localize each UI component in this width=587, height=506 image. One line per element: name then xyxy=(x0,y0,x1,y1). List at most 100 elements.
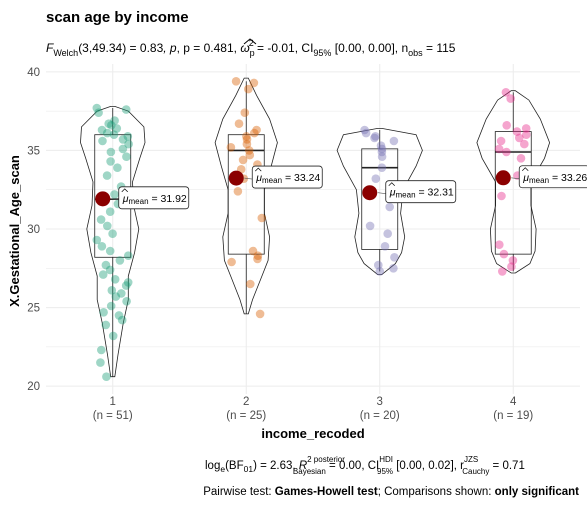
data-point xyxy=(113,163,122,172)
grid xyxy=(46,64,580,394)
data-point xyxy=(107,286,117,295)
data-point xyxy=(377,147,387,157)
data-point xyxy=(498,267,507,276)
x-tick-label: 1 xyxy=(110,396,116,408)
data-point xyxy=(92,235,102,245)
data-point xyxy=(122,152,131,161)
data-point xyxy=(121,105,131,114)
data-point xyxy=(377,163,387,172)
data-point xyxy=(97,345,106,355)
mean-label-leader xyxy=(110,198,119,201)
data-point xyxy=(253,251,263,260)
mean-markers: μmean = 31.92 μmean = 33.24 μmean = 32.31 μ… xyxy=(95,165,587,210)
violin xyxy=(476,90,551,274)
mean-label-box xyxy=(385,180,457,204)
x-tick-count: (n = 51) xyxy=(93,410,133,422)
mean-label-hat xyxy=(255,167,262,172)
chart-subtitle: FWelch(3,49.34) = 0.83, p, p = 0.481, ωp… xyxy=(46,38,456,58)
data-point xyxy=(520,139,529,149)
data-point xyxy=(112,124,122,133)
data-point xyxy=(501,88,511,97)
data-point xyxy=(117,315,127,325)
data-point xyxy=(383,229,393,238)
data-point xyxy=(114,311,124,320)
data-point xyxy=(110,275,120,284)
pairwise-caption: Pairwise test: Games-Howell test; Compar… xyxy=(203,486,579,498)
data-point xyxy=(497,191,506,201)
data-point xyxy=(92,103,102,113)
data-point xyxy=(227,257,236,267)
data-point xyxy=(123,132,133,141)
data-point xyxy=(106,147,116,157)
y-tick-label: 20 xyxy=(27,381,40,393)
data-point xyxy=(507,262,516,272)
data-point xyxy=(97,242,107,251)
mean-label: μmean = 33.26 xyxy=(522,172,587,185)
data-point xyxy=(240,108,250,117)
data-point xyxy=(105,265,115,275)
data-point xyxy=(522,130,531,139)
data-points xyxy=(92,77,531,382)
data-point xyxy=(96,215,106,224)
y-tick-label: 25 xyxy=(27,303,40,315)
data-point xyxy=(494,144,504,154)
data-point xyxy=(105,207,115,216)
data-point xyxy=(98,270,108,279)
data-point xyxy=(106,301,116,311)
data-point xyxy=(365,221,375,231)
data-point xyxy=(253,254,262,264)
data-point xyxy=(103,221,112,231)
y-axis-ticks: 20 25 30 35 40 xyxy=(27,67,40,393)
x-tick-label: 4 xyxy=(510,396,517,408)
mean-label: μmean = 32.31 xyxy=(389,187,454,200)
data-point xyxy=(118,144,128,154)
y-tick-label: 35 xyxy=(27,145,40,157)
x-axis-ticks: 1 (n = 51) 2 (n = 25) 3 (n = 20) 4 (n = 19) xyxy=(93,396,534,422)
x-tick-label: 3 xyxy=(377,396,383,408)
mean-label-box xyxy=(518,165,587,189)
data-point xyxy=(117,289,126,298)
data-point xyxy=(252,125,261,135)
data-point xyxy=(102,372,111,382)
data-point xyxy=(502,147,511,157)
mean-point xyxy=(95,191,111,207)
omega-hat xyxy=(243,38,257,45)
mean-point xyxy=(362,185,378,201)
data-point xyxy=(515,133,524,143)
x-tick-count: (n = 25) xyxy=(226,410,266,422)
data-point xyxy=(502,121,512,130)
y-axis-title: X.Gestational_Age_scan xyxy=(7,155,22,307)
mean-label: μmean = 33.24 xyxy=(255,172,320,185)
x-tick-count: (n = 20) xyxy=(360,410,400,422)
data-point xyxy=(516,154,526,163)
violin xyxy=(336,128,423,275)
mean-label-leader xyxy=(244,177,253,180)
violin xyxy=(80,106,146,378)
data-point xyxy=(96,358,105,367)
data-point xyxy=(255,309,265,319)
data-point xyxy=(123,278,133,287)
data-point xyxy=(238,155,248,165)
data-point xyxy=(385,202,395,212)
data-point xyxy=(390,252,399,262)
data-point xyxy=(103,128,112,138)
mean-label-hat xyxy=(388,182,395,186)
data-point xyxy=(242,132,251,141)
violins xyxy=(80,77,551,378)
data-point xyxy=(226,143,236,152)
data-point xyxy=(360,125,369,135)
data-point xyxy=(506,94,515,103)
x-tick-label: 2 xyxy=(243,396,249,408)
data-point xyxy=(242,135,252,144)
data-point xyxy=(246,279,255,289)
data-point xyxy=(370,133,379,143)
data-point xyxy=(101,320,111,330)
data-point xyxy=(389,136,399,146)
data-point xyxy=(508,256,518,265)
data-point xyxy=(371,174,381,183)
data-point xyxy=(244,84,253,94)
data-point xyxy=(124,139,133,149)
x-tick-count: (n = 19) xyxy=(493,410,533,422)
data-point xyxy=(94,108,103,117)
